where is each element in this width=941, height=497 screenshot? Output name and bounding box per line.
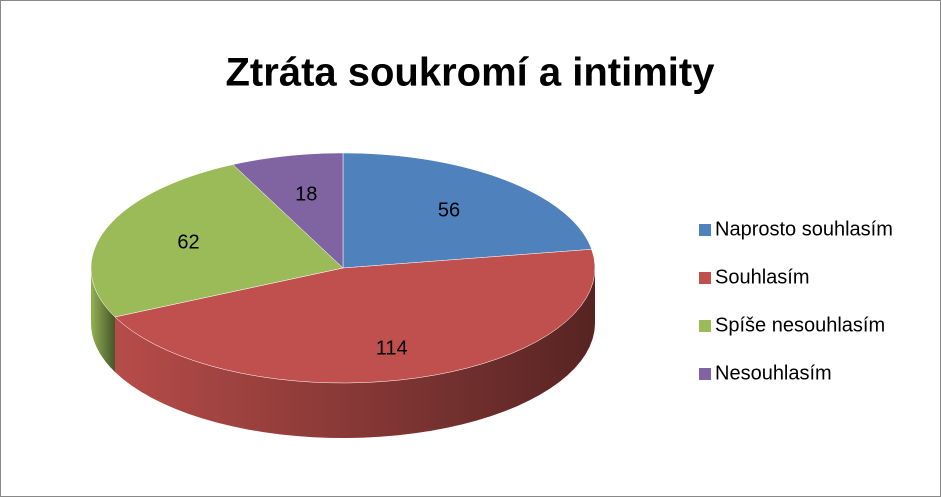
legend-label: Naprosto souhlasím [715,218,893,240]
legend-swatch [699,320,711,332]
pie-slice [232,152,344,269]
legend-label: Souhlasím [715,266,810,288]
pie-slice [90,164,344,318]
data-label: 62 [177,231,199,253]
pie: 56 114 62 18 [90,152,596,438]
legend-swatch [699,368,711,380]
pie-side-shade [114,268,595,438]
data-label: 56 [438,199,460,221]
legend-label: Spíše nesouhlasím [715,314,885,336]
data-label: 18 [295,183,317,205]
legend-swatch [699,272,711,284]
legend: Naprosto souhlasím Souhlasím Spíše nesouhl… [699,218,893,384]
legend-swatch [699,224,711,236]
pie-side-shade [91,268,115,372]
legend-label: Nesouhlasím [715,362,832,384]
data-label: 114 [376,338,408,360]
chart-title: Ztráta soukromí a intimity [226,51,716,95]
pie-slice [342,152,592,269]
pie-slice [114,249,596,384]
